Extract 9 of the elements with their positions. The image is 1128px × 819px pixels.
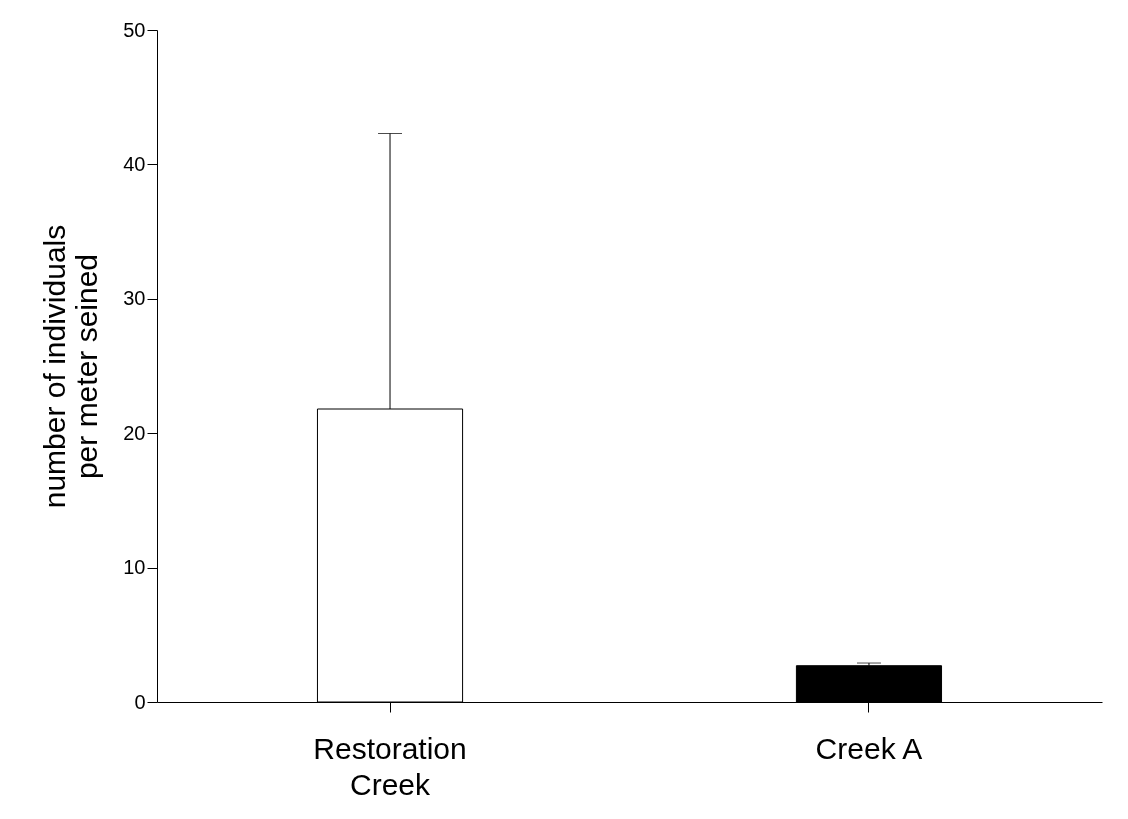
y-tick-label: 30 — [123, 287, 146, 310]
y-axis-title: number of individuals per meter seined — [38, 224, 104, 509]
y-tick-label: 50 — [123, 18, 146, 41]
y-tick-label: 40 — [123, 152, 146, 175]
y-tick-label: 0 — [134, 690, 146, 713]
y-tick-label: 20 — [123, 421, 146, 444]
x-tick-label: Restoration Creek — [313, 731, 467, 801]
x-tick-label: Creek A — [815, 731, 923, 765]
y-tick-label: 10 — [123, 556, 146, 579]
